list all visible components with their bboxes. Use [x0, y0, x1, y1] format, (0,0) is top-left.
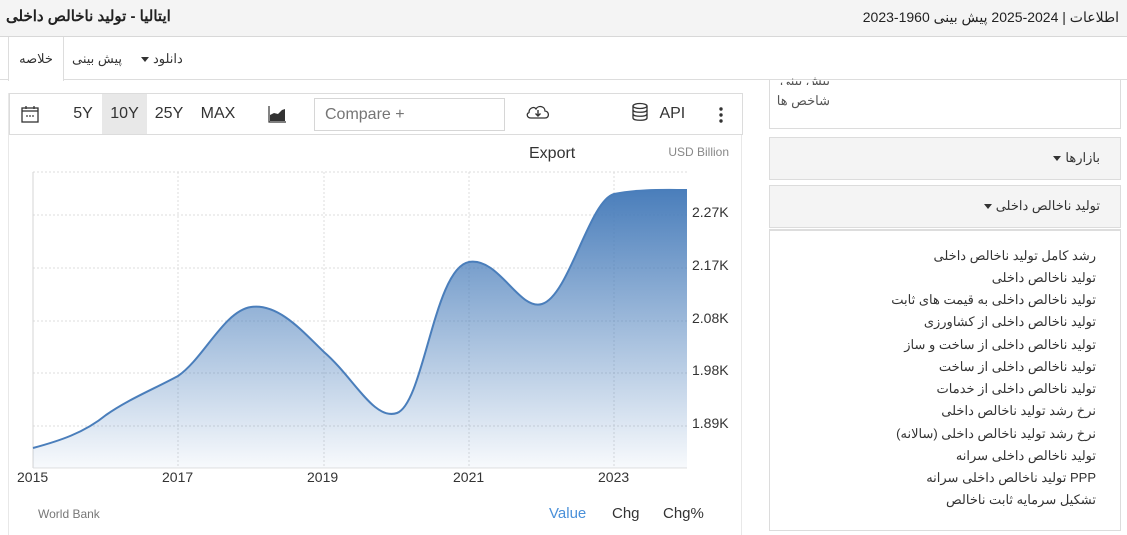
gdp-list-item[interactable]: تولید ناخالص داخلی به قیمت های ثابت [891, 292, 1096, 307]
range-25y-button[interactable]: 25Y [154, 105, 184, 122]
y-tick-label: 2.27K [692, 204, 729, 220]
sidebar-link-forecast[interactable]: پیش بینی [779, 73, 830, 85]
data-info-line: اطلاعات | 2024-2025 پیش بینی 1960-2023 [862, 9, 1119, 25]
caret-down-icon [983, 204, 992, 210]
y-tick-label: 1.89K [692, 415, 729, 431]
gdp-list-item[interactable]: تولید ناخالص داخلی از ساخت [938, 359, 1096, 374]
x-tick-label: 2017 [162, 469, 194, 485]
export-label: Export [529, 145, 576, 162]
x-tick-label: 2019 [307, 469, 339, 485]
range-max-button[interactable]: MAX [200, 105, 236, 122]
gdp-list-item[interactable]: تشکیل سرمایه ثابت ناخالص [945, 492, 1096, 507]
tab-summary-label: خلاصه [19, 51, 53, 66]
page-title: ایتالیا - تولید ناخالص داخلی [6, 8, 171, 25]
gdp-list-item[interactable]: نرخ رشد تولید ناخالص داخلی [941, 403, 1096, 418]
gdp-list-item[interactable]: تولید ناخالص داخلی [991, 270, 1096, 285]
sidebar-gdp-header[interactable]: تولید ناخالص داخلی [769, 185, 1121, 228]
chart-toolbar: 5Y 10Y 25Y MAX Export A [9, 93, 743, 162]
gdp-list-item[interactable]: تولید ناخالص داخلی از کشاورزی [923, 314, 1096, 329]
sidebar-markets-header[interactable]: بازارها [769, 137, 1121, 180]
mode-value-button[interactable]: Value [549, 505, 587, 522]
tab-download[interactable]: دانلود [137, 37, 183, 80]
range-10y-button[interactable]: 10Y [102, 94, 147, 134]
tab-download-label: دانلود [153, 51, 183, 66]
tab-bar: خلاصه پیش بینی دانلود [0, 37, 1127, 81]
gdp-list-item[interactable]: تولید ناخالص داخلی از خدمات [936, 381, 1096, 396]
gdp-list-item[interactable]: تولید ناخالص داخلی سرانه [955, 448, 1096, 463]
mode-chg-percent-button[interactable]: Chg% [663, 505, 704, 522]
y-tick-label: 2.17K [692, 257, 729, 273]
gdp-list-item[interactable]: تولید ناخالص داخلی از ساخت و ساز [904, 337, 1096, 352]
x-tick-label: 2015 [17, 469, 49, 485]
x-tick-label: 2023 [598, 469, 630, 485]
api-button[interactable]: API [631, 94, 691, 134]
sidebar-gdp-list: رشد کامل تولید ناخالص داخلی تولید ناخالص… [769, 229, 1121, 531]
export-button[interactable]: Export [525, 94, 605, 162]
tab-forecast[interactable]: پیش بینی [72, 37, 122, 80]
y-tick-label: 1.98K [692, 362, 729, 378]
markets-label: بازارها [1065, 150, 1100, 165]
calendar-icon[interactable] [20, 94, 44, 134]
top-header: ایتالیا - تولید ناخالص داخلی اطلاعات | 2… [0, 0, 1127, 37]
caret-down-icon [141, 57, 149, 63]
x-tick-label: 2021 [453, 469, 485, 485]
caret-down-icon [1053, 156, 1062, 162]
mode-chg-button[interactable]: Chg [612, 505, 640, 522]
tab-forecast-label: پیش بینی [72, 51, 123, 66]
gdp-label: تولید ناخالص داخلی [995, 198, 1100, 213]
tab-summary[interactable]: خلاصه [8, 37, 64, 81]
gdp-area-chart [32, 171, 688, 469]
vertical-dots-icon[interactable] [715, 94, 727, 134]
compare-input[interactable] [314, 98, 505, 131]
gdp-list-item[interactable]: رشد کامل تولید ناخالص داخلی [933, 248, 1096, 263]
area-chart-icon[interactable] [267, 94, 289, 134]
chart-panel: 5Y 10Y 25Y MAX Export A [8, 93, 743, 535]
y-tick-label: 2.08K [692, 310, 729, 326]
sidebar-link-indicators[interactable]: شاخص ها [776, 93, 830, 108]
unit-label: USD Billion [668, 145, 729, 159]
source-label: World Bank [38, 507, 100, 521]
api-label: API [659, 105, 686, 122]
range-5y-button[interactable]: 5Y [73, 105, 93, 122]
gdp-list-item[interactable]: نرخ رشد تولید ناخالص داخلی (سالانه) [896, 426, 1096, 441]
cloud-download-icon [526, 106, 550, 119]
gdp-list-item[interactable]: PPP تولید ناخالص داخلی سرانه [926, 470, 1096, 485]
database-icon [632, 103, 648, 122]
sidebar-links-box: پیش بینی شاخص ها [769, 73, 1121, 129]
